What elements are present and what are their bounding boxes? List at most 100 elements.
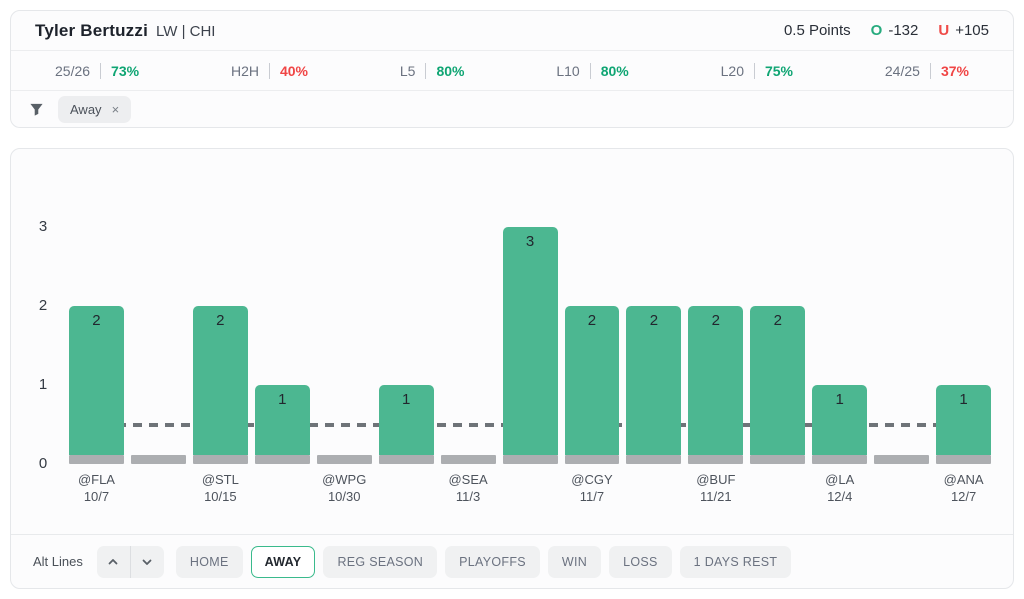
alt-lines-stepper (97, 546, 164, 578)
player-title: Tyler Bertuzzi LW | CHI (35, 21, 215, 41)
y-tick-label: 0 (31, 454, 55, 474)
under-odds-button[interactable]: U +105 (938, 22, 989, 39)
stat-value: 80% (601, 63, 629, 79)
bar-value-label: 2 (69, 306, 124, 455)
stat-h2h: H2H 40% (231, 63, 308, 79)
x-tick-label: @FLA10/7 (69, 471, 124, 505)
filter-button-loss[interactable]: LOSS (609, 546, 672, 578)
stat-label: L5 (400, 63, 416, 79)
stat-label: H2H (231, 63, 259, 79)
bar-game-buf[interactable]: 2 (688, 306, 743, 464)
filter-button-away[interactable]: AWAY (251, 546, 316, 578)
bar-base-stub (936, 455, 991, 464)
x-tick-label (503, 471, 558, 505)
bar-value-label: 1 (379, 385, 434, 455)
filter-funnel-icon[interactable] (29, 102, 44, 117)
under-odds-value: +105 (955, 22, 989, 39)
game-log-chart-card: 0123 22113222211 @FLA10/7@STL10/15@WPG10… (10, 148, 1014, 589)
bar-base-stub (812, 455, 867, 464)
filter-chip-label: Away (70, 102, 102, 117)
bar-value-label: 2 (688, 306, 743, 455)
x-tick-label: @ANA12/7 (936, 471, 991, 505)
stat-l5: L580% (400, 63, 465, 79)
stat-25-26: 25/26 73% (55, 63, 139, 79)
x-tick-label (255, 471, 310, 505)
x-axis-labels: @FLA10/7@STL10/15@WPG10/30@SEA11/3@CGY11… (69, 471, 991, 505)
hit-rate-stats-row: 25/26 73% H2H 40% L580% L10 80% L2075% 24/2537% (11, 51, 1013, 91)
bar-value-label: 2 (750, 306, 805, 455)
stat-divider (269, 63, 270, 79)
alt-line-up-button[interactable] (97, 546, 130, 578)
prop-line-label: 0.5 Points (784, 22, 851, 39)
filter-button-1-days-rest[interactable]: 1 DAYS REST (680, 546, 792, 578)
bar-value-label: 1 (255, 385, 310, 455)
bar-base-stub (626, 455, 681, 464)
x-tick-label: @CGY11/7 (565, 471, 620, 505)
filter-button-win[interactable]: WIN (548, 546, 601, 578)
bar-base-stub (193, 455, 248, 464)
page: Tyler Bertuzzi LW | CHI 0.5 Points O -13… (0, 0, 1024, 599)
bar-base-stub (874, 455, 929, 464)
bar-game-wpg[interactable] (317, 455, 372, 464)
bar-game-cgy[interactable]: 2 (565, 306, 620, 464)
x-tick-label (750, 471, 805, 505)
filter-chip-away[interactable]: Away × (58, 96, 131, 123)
alt-line-down-button[interactable] (131, 546, 164, 578)
y-tick-label: 3 (31, 217, 55, 237)
bar-game[interactable] (131, 455, 186, 464)
bar-value-label: 3 (503, 227, 558, 455)
x-tick-label (626, 471, 681, 505)
stat-divider (425, 63, 426, 79)
bar-game-fla[interactable]: 2 (69, 306, 124, 464)
bar-game[interactable]: 3 (503, 227, 558, 464)
filter-button-reg-season[interactable]: REG SEASON (323, 546, 437, 578)
filter-button-home[interactable]: HOME (176, 546, 243, 578)
bar-game[interactable]: 1 (379, 385, 434, 464)
player-prop-card: Tyler Bertuzzi LW | CHI 0.5 Points O -13… (10, 10, 1014, 128)
stat-value: 75% (765, 63, 793, 79)
bar-game-stl[interactable]: 2 (193, 306, 248, 464)
under-icon: U (938, 22, 949, 39)
alt-lines-label: Alt Lines (33, 554, 83, 569)
bar-game-ana[interactable]: 1 (936, 385, 991, 464)
stat-value: 73% (111, 63, 139, 79)
bar-base-stub (688, 455, 743, 464)
x-tick-label (131, 471, 186, 505)
x-tick-label: @WPG10/30 (317, 471, 372, 505)
bar-base-stub (69, 455, 124, 464)
x-tick-label: @SEA11/3 (441, 471, 496, 505)
bars-container: 22113222211 (69, 149, 991, 464)
filter-button-playoffs[interactable]: PLAYOFFS (445, 546, 540, 578)
stat-l20: L2075% (721, 63, 793, 79)
header-row: Tyler Bertuzzi LW | CHI 0.5 Points O -13… (11, 11, 1013, 51)
bar-base-stub (317, 455, 372, 464)
stat-l10: L10 80% (556, 63, 628, 79)
over-icon: O (871, 22, 883, 39)
bar-game[interactable]: 1 (255, 385, 310, 464)
over-odds-button[interactable]: O -132 (871, 22, 919, 39)
bar-game[interactable]: 2 (626, 306, 681, 464)
player-position-team: LW | CHI (156, 23, 215, 40)
x-tick-label (379, 471, 434, 505)
stat-label: 24/25 (885, 63, 920, 79)
chip-close-icon[interactable]: × (112, 103, 120, 116)
stat-label: L10 (556, 63, 579, 79)
bar-game-sea[interactable] (441, 455, 496, 464)
stat-label: 25/26 (55, 63, 90, 79)
bar-game-la[interactable]: 1 (812, 385, 867, 464)
bar-base-stub (750, 455, 805, 464)
player-name: Tyler Bertuzzi (35, 21, 148, 41)
bar-game[interactable]: 2 (750, 306, 805, 464)
bar-game[interactable] (874, 455, 929, 464)
stat-24-25: 24/2537% (885, 63, 969, 79)
chevron-down-icon (141, 556, 153, 568)
prop-odds: 0.5 Points O -132 U +105 (784, 22, 989, 39)
bar-base-stub (255, 455, 310, 464)
bar-base-stub (565, 455, 620, 464)
stat-value: 40% (280, 63, 308, 79)
over-odds-value: -132 (888, 22, 918, 39)
x-tick-label: @BUF11/21 (688, 471, 743, 505)
bar-base-stub (503, 455, 558, 464)
y-tick-label: 2 (31, 296, 55, 316)
bar-base-stub (131, 455, 186, 464)
